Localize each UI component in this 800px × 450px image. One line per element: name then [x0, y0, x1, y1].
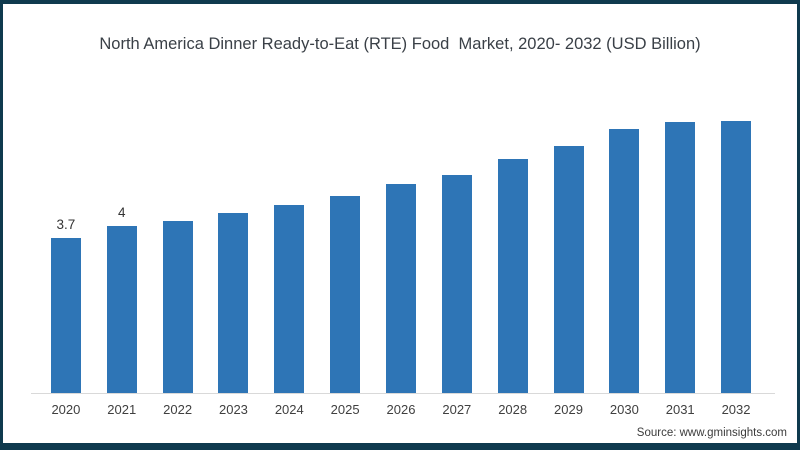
- bar-column-2021: 4: [94, 100, 150, 393]
- bar-column-2023: [206, 100, 262, 393]
- bar-column-2020: 3.7: [38, 100, 94, 393]
- bar-2025: [330, 196, 361, 393]
- bar-2021: [106, 225, 137, 393]
- bar-column-2022: [150, 100, 206, 393]
- bar-2024: [274, 204, 305, 393]
- bar-column-2028: [485, 100, 541, 393]
- bar-column-2031: [652, 100, 708, 393]
- bar-2023: [218, 213, 249, 393]
- bar-2027: [441, 175, 472, 393]
- x-tick-2025: 2025: [330, 402, 360, 417]
- source-attribution: Source: www.gminsights.com: [636, 427, 787, 439]
- bar-2029: [553, 146, 584, 393]
- x-axis-line: [31, 393, 775, 394]
- x-tick-2021: 2021: [107, 402, 137, 417]
- bar-column-2027: [429, 100, 485, 393]
- bar-2032: [721, 120, 752, 393]
- x-tick-2028: 2028: [498, 402, 528, 417]
- bar-column-2026: [373, 100, 429, 393]
- bar-value-label: 3.7: [56, 217, 76, 233]
- bar-column-2032: [708, 100, 764, 393]
- bar-2028: [497, 158, 528, 393]
- bar-column-2030: [596, 100, 652, 393]
- x-tick-2023: 2023: [218, 402, 248, 417]
- x-tick-2029: 2029: [554, 402, 583, 417]
- x-tick-2031: 2031: [665, 402, 695, 417]
- x-tick-2020: 2020: [51, 402, 81, 417]
- bar-column-2024: [261, 100, 317, 393]
- chart-title: North America Dinner Ready-to-Eat (RTE) …: [99, 35, 701, 53]
- bar-2030: [609, 129, 640, 393]
- x-axis-labels: 2020 2021 2022 2023 2024 2025 2026 2027 2028 2029…: [38, 402, 764, 417]
- bar-column-2029: [541, 100, 597, 393]
- x-tick-2027: 2027: [442, 402, 472, 417]
- bar-2022: [162, 221, 193, 393]
- bar-2031: [665, 121, 696, 393]
- x-tick-2032: 2032: [721, 402, 751, 417]
- plot-area: 3.7 4: [38, 100, 764, 393]
- x-tick-2026: 2026: [386, 402, 416, 417]
- x-tick-2024: 2024: [274, 402, 304, 417]
- bar-2020: [50, 238, 81, 393]
- bar-value-label: 4: [118, 204, 126, 220]
- bar-2026: [385, 183, 416, 393]
- bar-column-2025: [317, 100, 373, 393]
- x-tick-2022: 2022: [163, 402, 193, 417]
- x-tick-2030: 2030: [609, 402, 639, 417]
